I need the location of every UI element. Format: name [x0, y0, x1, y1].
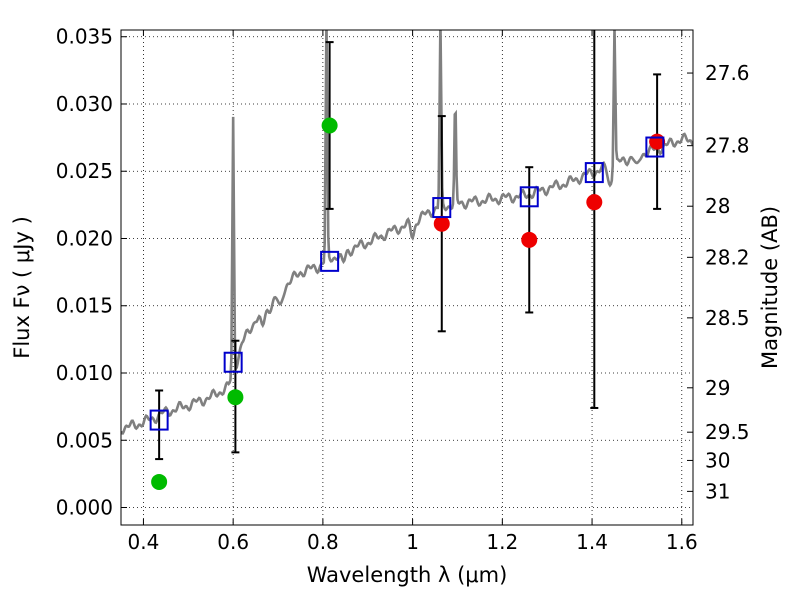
- y-tick-label: 0.010: [56, 361, 113, 385]
- model-square: [645, 136, 665, 158]
- model-spectrum: [121, 30, 693, 435]
- right-tick-label: 28.5: [705, 306, 750, 330]
- model-square: [223, 351, 243, 373]
- y-tick-label: 0.015: [56, 294, 113, 318]
- y-axis-label-right: Magnitude (AB): [758, 206, 782, 369]
- right-tick-label: 27.6: [705, 61, 750, 85]
- red-data-point: [521, 231, 538, 248]
- right-tick-label: 30: [705, 448, 730, 472]
- right-tick-label: 28: [705, 194, 730, 218]
- x-tick-label: 0.8: [307, 530, 339, 554]
- spectrum-line: [121, 30, 693, 435]
- y-axis-label-left: Flux Fν ( μJy ): [10, 216, 34, 359]
- model-points: [149, 136, 665, 431]
- green-data-point: [321, 117, 338, 134]
- right-tick-label: 27.8: [705, 134, 750, 158]
- model-square: [584, 162, 604, 184]
- model-square: [519, 186, 539, 208]
- y-tick-label: 0.025: [56, 159, 113, 183]
- x-tick-label: 1.2: [486, 530, 518, 554]
- x-tick-label: 0.4: [128, 530, 160, 554]
- ticks: 0.4 0.6 0.8 1 1.2 1.4 1.6 0.000 0.005 0.010 0.015 0…: [56, 25, 750, 554]
- red-data-point: [433, 215, 450, 232]
- model-square: [320, 250, 340, 272]
- y-tick-label: 0.035: [56, 25, 113, 49]
- right-tick-label: 29: [705, 376, 730, 400]
- green-data-point: [151, 473, 168, 490]
- error-bar: [590, 30, 599, 409]
- x-tick-label: 1.6: [666, 530, 698, 554]
- right-tick-label: 28.2: [705, 245, 750, 269]
- x-axis-label: Wavelength λ (μm): [307, 563, 508, 587]
- x-tick-label: 1.4: [576, 530, 608, 554]
- x-tick-label: 0.6: [217, 530, 249, 554]
- right-tick-label: 31: [705, 479, 730, 503]
- green-data-point: [227, 389, 244, 406]
- model-square: [149, 409, 169, 431]
- y-tick-label: 0.005: [56, 428, 113, 452]
- error-bar: [155, 389, 164, 461]
- y-tick-label: 0.030: [56, 92, 113, 116]
- model-square: [432, 197, 452, 219]
- x-tick-label: 1: [406, 530, 419, 554]
- right-tick-label: 29.5: [705, 420, 750, 444]
- plot-frame: [120, 29, 694, 526]
- y-tick-label: 0.020: [56, 226, 113, 250]
- red-data-point: [586, 194, 603, 211]
- y-tick-label: 0.000: [56, 496, 113, 520]
